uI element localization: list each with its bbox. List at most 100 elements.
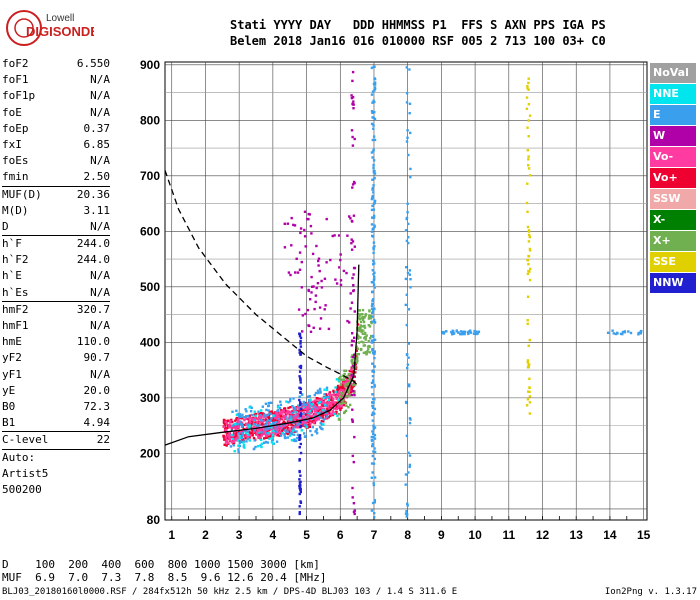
echo-point — [309, 409, 312, 413]
echo-point — [373, 77, 376, 80]
echo-point — [372, 148, 375, 151]
echo-point — [331, 412, 335, 415]
x-tick-label: 11 — [502, 528, 515, 542]
echo-point — [304, 312, 307, 316]
param-value: 110.0 — [76, 335, 110, 349]
echo-point — [257, 431, 261, 434]
echo-point — [408, 273, 411, 276]
echo-point — [280, 412, 283, 416]
echo-point — [370, 334, 373, 338]
echo-point — [341, 392, 345, 395]
echo-point — [298, 434, 302, 437]
echo-point — [264, 402, 268, 405]
param-value: 90.7 — [83, 351, 111, 365]
echo-point — [528, 412, 531, 415]
echo-point — [273, 416, 277, 419]
echo-point — [344, 409, 348, 412]
echo-point — [298, 438, 301, 441]
echo-point — [243, 419, 246, 422]
echo-point — [372, 335, 375, 339]
echo-point — [373, 224, 376, 227]
echo-point — [250, 422, 253, 426]
echo-point — [265, 420, 268, 424]
echo-point — [248, 436, 251, 439]
echo-point — [316, 282, 320, 285]
echo-point — [285, 400, 288, 403]
echo-point — [528, 174, 532, 177]
echo-point — [373, 516, 376, 519]
echo-point — [285, 424, 289, 427]
echo-point — [335, 405, 338, 408]
echo-point — [223, 438, 226, 441]
param-row: foE N/A — [2, 105, 110, 121]
echo-point — [290, 426, 293, 429]
echo-point — [297, 426, 300, 429]
echo-point — [475, 330, 478, 333]
echo-point — [335, 410, 338, 414]
echo-point — [339, 279, 343, 282]
echo-point — [348, 321, 351, 324]
echo-point — [350, 385, 353, 388]
echo-point — [264, 424, 267, 427]
echo-point — [351, 183, 355, 186]
echo-point — [275, 417, 279, 420]
echo-point — [347, 382, 350, 385]
echo-point — [340, 378, 344, 381]
echo-point — [404, 277, 408, 281]
echo-point — [315, 428, 318, 431]
echo-point — [224, 436, 228, 439]
echo-point — [347, 391, 350, 394]
echo-point — [240, 423, 244, 426]
echo-point — [245, 440, 248, 443]
param-row: fxI 6.85 — [2, 137, 110, 153]
status-legend: NoVal NNE E W Vo- Vo+ SSW X- X+ SSE NNW — [650, 63, 696, 294]
echo-point — [298, 424, 301, 427]
echo-point — [225, 426, 229, 430]
echo-point — [298, 484, 302, 488]
echo-point — [298, 334, 302, 338]
echo-point — [372, 150, 375, 153]
echo-point — [366, 350, 369, 353]
echo-point — [372, 273, 375, 276]
echo-point — [235, 413, 239, 416]
echo-point — [355, 361, 359, 364]
echo-point — [304, 245, 307, 248]
x-tick-label: 4 — [270, 528, 277, 542]
echo-point — [370, 151, 374, 154]
echo-point — [336, 407, 339, 410]
echo-point — [353, 353, 356, 356]
echo-point — [268, 437, 271, 440]
echo-point — [467, 332, 470, 336]
echo-point — [314, 300, 317, 304]
echo-point — [240, 436, 243, 440]
echo-point — [372, 281, 375, 284]
echo-point — [342, 403, 346, 407]
echo-point — [351, 358, 354, 362]
echo-point — [258, 412, 261, 415]
echo-point — [259, 428, 262, 432]
echo-point — [368, 325, 372, 328]
echo-point — [364, 335, 367, 339]
echo-point — [339, 283, 343, 287]
echo-point — [313, 403, 316, 407]
echo-point — [527, 229, 531, 232]
echo-point — [334, 401, 338, 404]
echo-point — [293, 224, 297, 227]
echo-point — [300, 422, 303, 426]
echo-point — [313, 307, 316, 311]
echo-point — [265, 431, 268, 435]
echo-point — [527, 77, 530, 80]
echo-point — [371, 138, 374, 142]
echo-point — [229, 419, 232, 423]
echo-point — [352, 289, 356, 292]
echo-point — [304, 417, 307, 420]
echo-point — [371, 311, 374, 314]
echo-point — [283, 432, 286, 436]
echo-point — [352, 273, 355, 276]
echo-point — [269, 401, 273, 404]
param-name: 500200 — [2, 482, 42, 496]
echo-point — [351, 102, 354, 105]
echo-point — [238, 434, 242, 438]
echo-point — [301, 314, 304, 317]
echo-point — [349, 292, 352, 295]
